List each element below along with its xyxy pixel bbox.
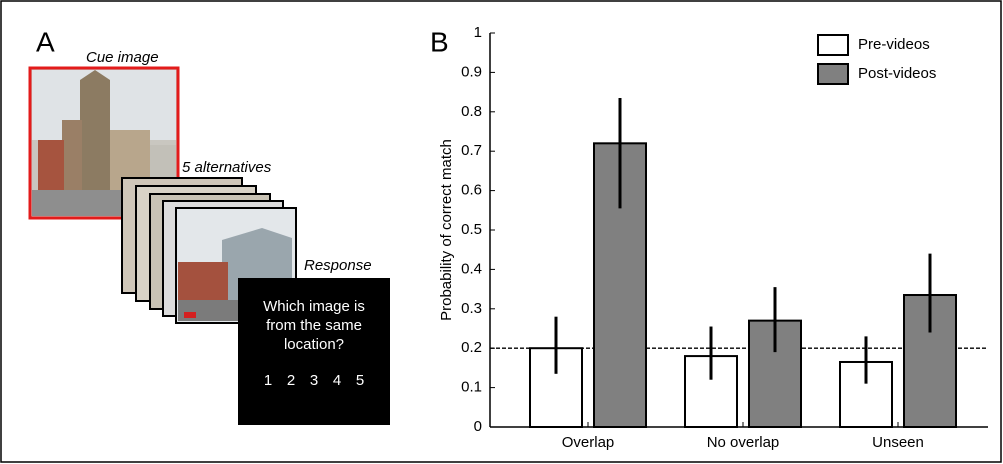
panel-label: A: [36, 26, 55, 57]
x-tick-label: No overlap: [707, 434, 780, 451]
x-tick-label: Overlap: [562, 434, 615, 451]
y-axis-label: Probability of correct match: [438, 139, 455, 321]
y-tick-label: 0.2: [461, 339, 482, 356]
y-tick-label: 0: [474, 418, 482, 435]
legend-label: Post-videos: [858, 65, 936, 82]
question-line: from the same: [266, 317, 362, 334]
response-box: [238, 278, 390, 425]
option-number: 4: [333, 372, 341, 389]
y-tick-label: 0.1: [461, 379, 482, 396]
question-line: Which image is: [263, 298, 365, 315]
x-tick-label: Unseen: [872, 434, 924, 451]
y-tick-label: 0.4: [461, 260, 482, 277]
cue-label: Cue image: [86, 49, 159, 66]
panel-label: B: [430, 26, 449, 57]
y-tick-label: 0.5: [461, 221, 482, 238]
legend-swatch: [817, 34, 849, 56]
option-number: 2: [287, 372, 295, 389]
option-number: 5: [356, 372, 364, 389]
y-tick-label: 0.8: [461, 103, 482, 120]
option-number: 1: [264, 372, 272, 389]
alternatives-label: 5 alternatives: [182, 159, 272, 176]
y-tick-label: 1: [474, 24, 482, 41]
option-number: 3: [310, 372, 318, 389]
question-line: location?: [284, 336, 344, 353]
y-tick-label: 0.7: [461, 142, 482, 159]
response-label: Response: [304, 257, 372, 274]
legend-label: Pre-videos: [858, 36, 930, 53]
y-tick-label: 0.9: [461, 63, 482, 80]
y-tick-label: 0.6: [461, 182, 482, 199]
y-tick-label: 0.3: [461, 300, 482, 317]
legend-swatch: [817, 63, 849, 85]
